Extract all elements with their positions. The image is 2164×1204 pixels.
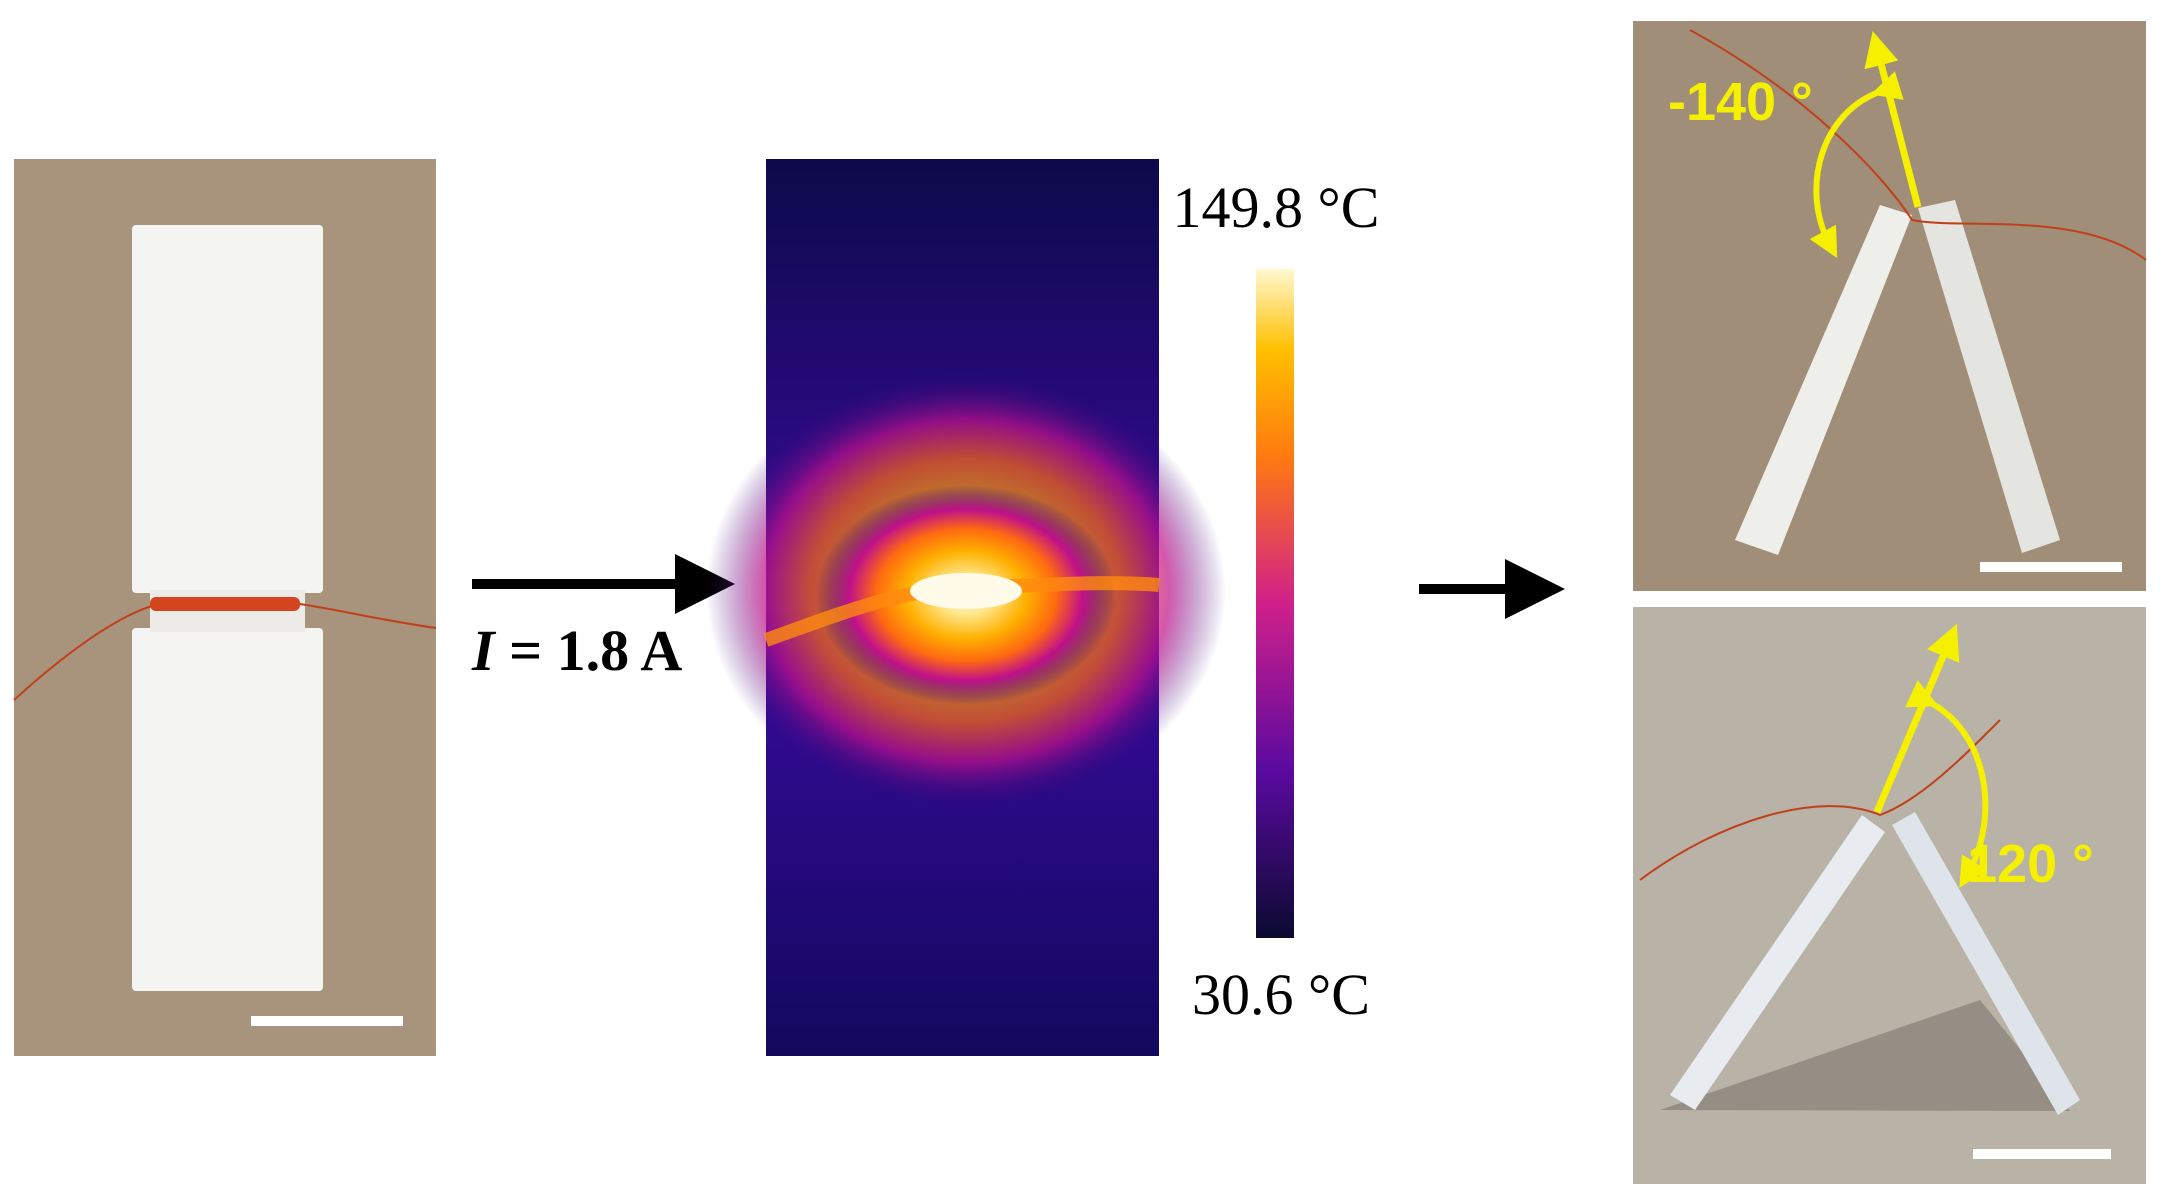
current-symbol: I — [471, 618, 497, 683]
sample-photo — [13, 159, 437, 1056]
angle-arc — [1809, 71, 1904, 259]
block — [1735, 205, 1912, 555]
block — [1918, 200, 2060, 553]
scale-bar — [251, 1016, 403, 1026]
wire — [1689, 29, 2147, 261]
angle-label: -140 ° — [1668, 72, 1813, 132]
shadow — [1660, 1000, 2070, 1111]
angle-label: 120 ° — [1967, 834, 2094, 894]
hot-spot — [910, 573, 1022, 609]
block — [132, 225, 323, 593]
block — [132, 628, 323, 991]
current-value: = 1.8 A — [509, 618, 682, 683]
bent-photo: 120 ° — [1633, 607, 2146, 1184]
scale-bar — [1973, 1149, 2111, 1159]
max-temp: 149.8 °C — [1173, 175, 1380, 240]
coil — [150, 597, 300, 611]
bent-photo: -140 ° — [1633, 21, 2147, 591]
thermal-image — [706, 159, 1226, 1056]
block — [1670, 815, 1885, 1110]
current-label: I = 1.8 A — [471, 618, 682, 683]
scale-bar — [1980, 562, 2122, 572]
angle-arc — [1905, 680, 1989, 888]
colorbar — [1256, 269, 1294, 938]
min-temp: 30.6 °C — [1192, 962, 1370, 1027]
